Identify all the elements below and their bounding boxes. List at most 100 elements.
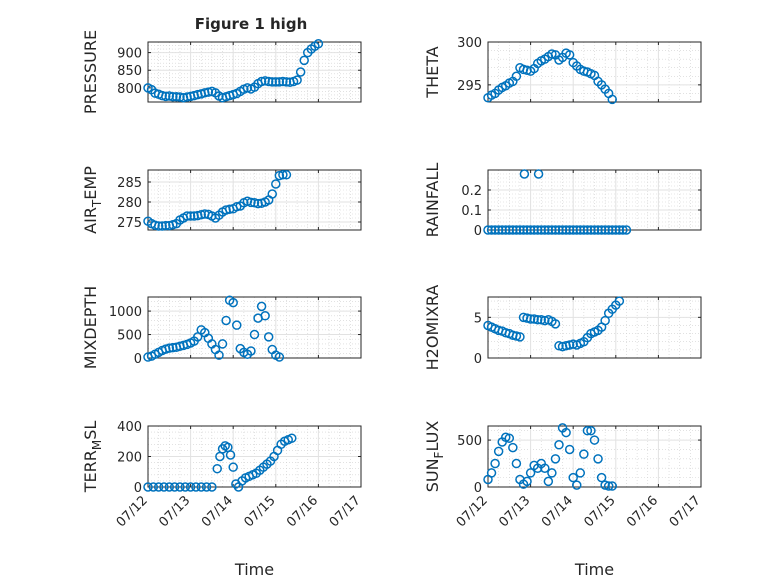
series-markers xyxy=(483,48,617,105)
data-point xyxy=(586,225,596,235)
data-point xyxy=(483,225,493,235)
data-point xyxy=(493,225,504,235)
y-tick-label: 0.1 xyxy=(461,204,482,219)
data-point xyxy=(501,225,511,235)
x-tick-label: 07/17 xyxy=(667,493,704,530)
data-point xyxy=(614,225,625,235)
data-point xyxy=(143,482,153,492)
data-point xyxy=(540,463,550,473)
data-point xyxy=(525,314,536,324)
data-point xyxy=(185,482,196,492)
data-point xyxy=(568,339,578,349)
axes-box xyxy=(487,425,702,488)
x-tick-label: 07/14 xyxy=(539,493,576,530)
data-point xyxy=(519,169,530,179)
data-point xyxy=(540,315,550,326)
y-label-main: SUN xyxy=(423,458,442,492)
y-tick-label: 500 xyxy=(117,329,142,344)
data-point xyxy=(607,225,617,235)
subplot-sun_flux: 0 500 07/12 07/13 07/14 07/15 07/16 07/17 SUNFLU… xyxy=(423,421,704,579)
data-point xyxy=(550,454,561,464)
y-tick-label: 400 xyxy=(117,420,142,435)
data-point xyxy=(292,75,302,85)
data-point xyxy=(543,225,554,235)
data-point xyxy=(593,225,603,235)
data-point xyxy=(256,301,267,312)
data-point xyxy=(515,225,525,235)
data-point xyxy=(579,225,589,235)
data-point xyxy=(493,446,504,457)
data-point xyxy=(529,225,539,235)
data-point xyxy=(232,202,242,212)
data-point xyxy=(586,425,596,436)
data-point xyxy=(278,170,288,180)
data-point xyxy=(596,472,607,483)
y-label-subscript: M xyxy=(90,440,104,450)
y-axis-label: THETA xyxy=(423,46,442,98)
data-point xyxy=(267,77,277,87)
data-point xyxy=(161,91,171,102)
y-tick-label: 0 xyxy=(474,224,482,239)
data-point xyxy=(287,433,297,443)
data-point xyxy=(564,225,575,235)
y-tick-label: 295 xyxy=(457,79,482,94)
data-point xyxy=(557,225,568,235)
data-point xyxy=(175,482,185,492)
y-tick-label: 285 xyxy=(117,176,142,191)
data-point xyxy=(536,315,546,325)
data-point xyxy=(217,444,228,454)
data-point xyxy=(182,211,192,221)
data-point xyxy=(256,76,267,87)
x-tick-label: 07/17 xyxy=(327,493,364,530)
data-point xyxy=(596,225,607,235)
tick-marks xyxy=(147,170,362,230)
data-point xyxy=(504,225,515,235)
x-tick-label: 07/15 xyxy=(582,493,619,530)
data-point xyxy=(150,220,160,230)
minor-grid xyxy=(488,170,701,231)
data-point xyxy=(589,225,600,235)
y-label-subscript: T xyxy=(90,199,104,208)
data-point xyxy=(554,225,564,235)
data-point xyxy=(169,482,180,492)
data-point xyxy=(207,482,217,492)
subplot-mixdepth: 0 500 1000 MIXDEPTH xyxy=(81,286,362,369)
data-point xyxy=(579,449,589,459)
data-point xyxy=(603,481,614,491)
data-point xyxy=(511,458,522,469)
data-point xyxy=(313,39,324,49)
series-markers xyxy=(483,169,632,235)
data-point xyxy=(611,225,621,235)
y-axis-label: AIRTEMP xyxy=(81,166,104,234)
series-markers xyxy=(143,295,285,362)
axes-box xyxy=(147,169,362,231)
data-point xyxy=(486,468,497,478)
y-label-main: AIR xyxy=(81,207,100,234)
data-point xyxy=(249,198,260,208)
data-point xyxy=(497,225,507,235)
data-point xyxy=(525,225,536,235)
data-point xyxy=(607,94,617,105)
data-point xyxy=(217,339,228,349)
data-point xyxy=(536,225,546,235)
data-point xyxy=(153,482,164,492)
data-point xyxy=(575,468,586,478)
y-tick-label: 900 xyxy=(117,47,142,62)
data-point xyxy=(511,71,522,82)
data-point xyxy=(191,482,201,492)
data-point xyxy=(525,468,536,478)
y-tick-label: 0 xyxy=(474,352,482,367)
series-markers xyxy=(143,170,292,231)
data-point xyxy=(171,91,182,102)
data-point xyxy=(547,468,557,478)
data-point xyxy=(568,472,578,483)
data-point xyxy=(564,50,575,60)
data-point xyxy=(561,225,571,235)
data-point xyxy=(153,221,164,231)
data-point xyxy=(614,296,625,306)
y-tick-label: 850 xyxy=(117,64,142,79)
data-point xyxy=(511,225,522,235)
data-point xyxy=(281,170,292,180)
y-tick-label: 200 xyxy=(117,451,142,466)
data-point xyxy=(228,297,238,308)
